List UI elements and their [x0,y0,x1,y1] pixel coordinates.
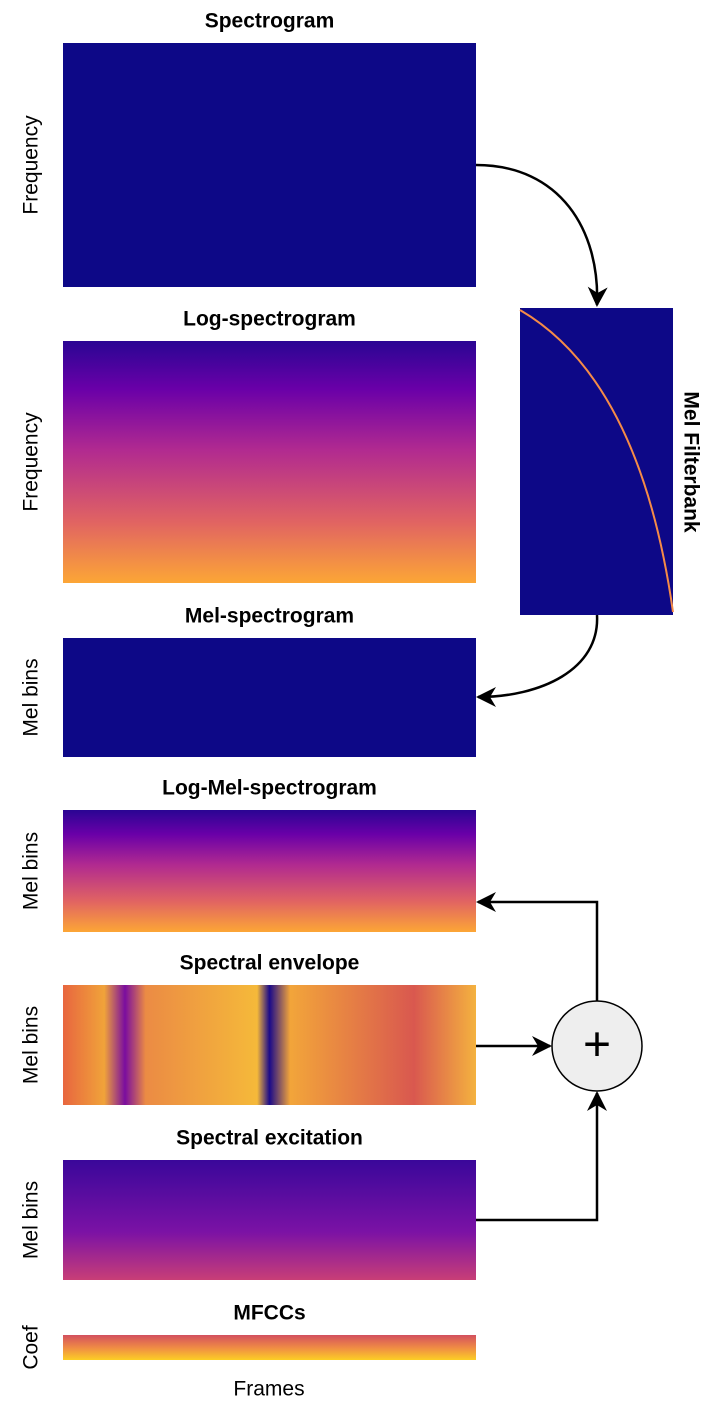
spectrogram-image [63,1335,476,1360]
page: Coef MFCCs Mel bins Spectral excitation Mel … [0,0,707,1404]
panel-title: Mel-spectrogram [185,605,354,628]
spectrogram-image [63,1160,476,1280]
spectrogram-image [63,43,476,287]
y-axis-label: Mel bins [20,1006,43,1084]
panel-title: Spectrogram [205,10,335,33]
panel-title: Log-Mel-spectrogram [162,777,377,800]
spectrogram-image [63,985,476,1105]
sum-operator: + [583,1019,611,1072]
y-axis-label: Mel bins [20,1181,43,1259]
filterbank-label: Mel Filterbank [679,391,702,533]
y-axis-label: Frequency [20,412,43,512]
spectrogram-image [63,810,476,932]
x-axis-label: Frames [233,1378,304,1401]
filterbank-image [520,308,673,615]
y-axis-label: Coef [20,1325,43,1370]
panel-title: Spectral excitation [176,1127,363,1150]
spectrogram-image [63,341,476,583]
y-axis-label: Mel bins [20,832,43,910]
y-axis-label: Frequency [20,115,43,215]
y-axis-label: Mel bins [20,658,43,736]
spectrogram-image [63,638,476,757]
arrow [478,615,597,697]
arrow [476,1093,597,1220]
figure: Coef MFCCs Mel bins Spectral excitation Mel … [0,0,707,1404]
panel-title: Log-spectrogram [183,308,356,331]
arrow [476,165,597,305]
panel-title: Spectral envelope [180,952,360,975]
arrow [478,902,597,1001]
panel-title: MFCCs [233,1302,305,1325]
